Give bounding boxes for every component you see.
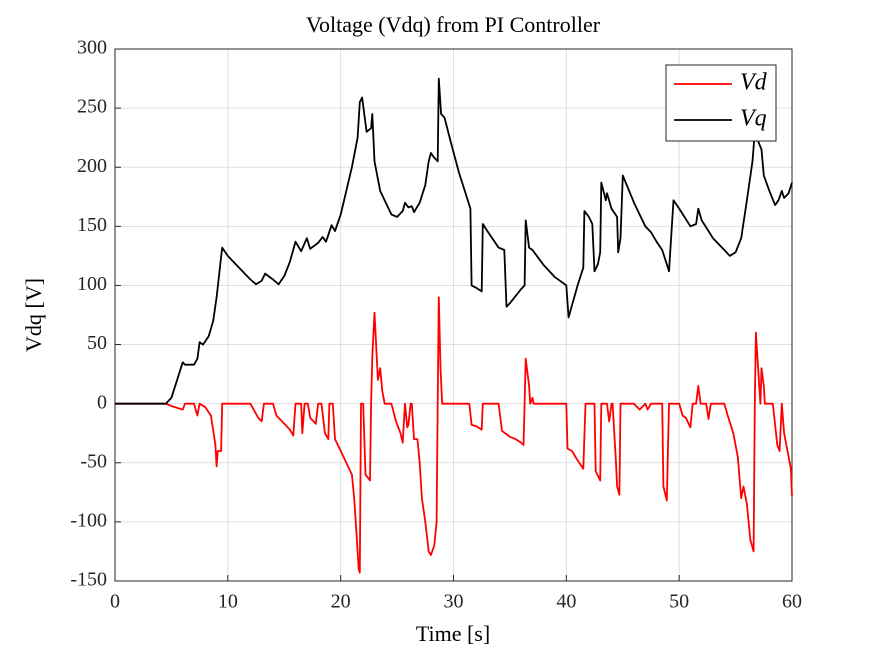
y-tick-label: 300 bbox=[77, 37, 107, 59]
y-tick-label: -100 bbox=[70, 509, 107, 531]
data-line bbox=[115, 77, 793, 405]
x-tick-label: 10 bbox=[218, 591, 238, 613]
y-tick-label: 150 bbox=[77, 214, 107, 236]
data-line bbox=[115, 296, 793, 574]
x-tick-label: 20 bbox=[331, 591, 351, 613]
y-tick-label: -150 bbox=[70, 569, 107, 591]
plot-frame bbox=[114, 48, 793, 582]
chart-title: Voltage (Vdq) from PI Controller bbox=[306, 12, 601, 37]
y-tick-label: 0 bbox=[97, 391, 107, 413]
x-tick-label: 30 bbox=[444, 591, 464, 613]
y-axis-label: Vdq [V] bbox=[21, 278, 46, 352]
x-tick-label: 0 bbox=[110, 591, 120, 613]
x-tick-label: 50 bbox=[669, 591, 689, 613]
y-tick-label: -50 bbox=[80, 450, 107, 472]
legend-label: Vd bbox=[740, 70, 768, 96]
y-tick-label: 250 bbox=[77, 96, 107, 118]
legend-label: Vq bbox=[740, 106, 767, 132]
y-tick-label: 50 bbox=[87, 332, 107, 354]
x-tick-label: 40 bbox=[556, 591, 576, 613]
y-tick-label: 100 bbox=[77, 273, 107, 295]
legend-box bbox=[665, 64, 777, 142]
y-tick-label: 200 bbox=[77, 155, 107, 177]
x-axis-label: Time [s] bbox=[416, 621, 490, 646]
x-tick-label: 60 bbox=[782, 591, 802, 613]
